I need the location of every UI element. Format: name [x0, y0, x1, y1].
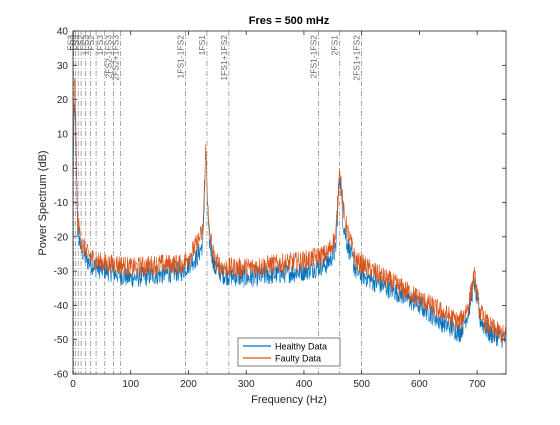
- y-tick-label: -40: [54, 301, 69, 312]
- marker-label: FS3: [71, 35, 81, 51]
- y-tick-label: 10: [57, 129, 69, 140]
- x-tick-label: 700: [469, 379, 486, 390]
- y-tick-label: -10: [54, 198, 69, 209]
- marker-label: 1FS1-1FS2: [176, 35, 186, 79]
- marker-label: 2FS1-1FS2: [308, 35, 318, 79]
- x-tick-label: 300: [238, 379, 255, 390]
- legend-entry: Faulty Data: [275, 354, 321, 364]
- x-tick-label: 400: [296, 379, 313, 390]
- marker-label: FS2: [76, 35, 86, 51]
- y-tick-label: -30: [54, 267, 69, 278]
- x-tick-label: 0: [70, 379, 76, 390]
- marker-label: 2FS1: [330, 35, 340, 56]
- x-tick-label: 600: [411, 379, 428, 390]
- legend: Healthy Data Faulty Data: [237, 337, 341, 367]
- y-tick-label: 0: [62, 164, 68, 175]
- marker-label: 2FS2+1FS3: [110, 35, 120, 81]
- marker-label: 1FS1+1FS2: [219, 35, 229, 81]
- x-tick-label: 200: [180, 379, 197, 390]
- x-tick-label: 100: [122, 379, 139, 390]
- y-tick-label: -20: [54, 232, 69, 243]
- marker-label: 2FS2-1FS3: [103, 35, 113, 79]
- y-axis-label: Power Spectrum (dB): [37, 150, 49, 255]
- marker-label: 1FS3: [80, 35, 90, 56]
- x-axis-label: Frequency (Hz): [251, 394, 327, 406]
- y-tick-label: 20: [57, 95, 69, 106]
- marker-label: FS2: [86, 35, 96, 51]
- marker-label: FS3: [65, 35, 75, 51]
- series-lines: [72, 77, 507, 349]
- legend-entry: Healthy Data: [275, 342, 327, 352]
- marker-label: 1FS1: [197, 35, 207, 56]
- y-tick-label: -60: [54, 370, 69, 381]
- y-tick-label: -50: [54, 335, 69, 346]
- y-tick-label: 40: [57, 27, 69, 38]
- x-tick-label: 500: [353, 379, 370, 390]
- marker-label: 1FS3: [95, 35, 105, 56]
- legend-box: [237, 337, 341, 367]
- chart-title: Fres = 500 mHz: [249, 15, 330, 27]
- marker-label: 2FS1+1FS2: [352, 35, 362, 81]
- marker-lines: FS3FS3FS3FS21FS3FS21FS32FS2-1FS32FS2+1FS…: [65, 31, 363, 374]
- axes: 0 100 200 300 400 500 600 700-60-50-40-30-20-10…: [54, 27, 507, 390]
- series-line-faulty: [72, 77, 507, 343]
- y-tick-label: 30: [57, 61, 69, 72]
